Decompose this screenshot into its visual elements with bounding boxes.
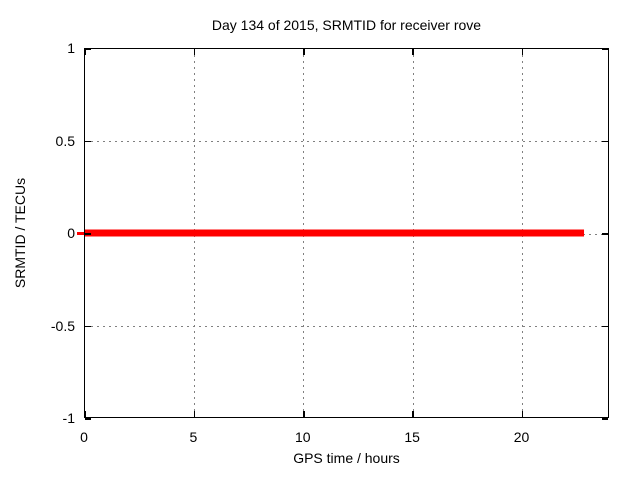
plot-area <box>77 48 609 420</box>
y-tick-label: -0.5 <box>50 317 75 334</box>
y-tick-left <box>85 48 91 50</box>
x-tick-top <box>193 49 196 55</box>
y-gridline <box>85 141 608 142</box>
y-gridline <box>85 326 608 327</box>
x-tick-label: 10 <box>294 429 311 445</box>
y-tick-label: 0.5 <box>55 132 75 149</box>
x-tick-top <box>84 49 86 55</box>
y-tick-right <box>602 233 608 235</box>
y-tick-label: 0 <box>67 225 75 241</box>
x-tick-bottom <box>303 411 305 417</box>
x-tick-bottom <box>412 411 414 417</box>
x-tick-bottom <box>84 411 86 417</box>
x-tick-label: 20 <box>513 429 530 445</box>
x-tick-top <box>521 49 524 55</box>
chart-title: Day 134 of 2015, SRMTID for receiver rov… <box>211 17 482 33</box>
x-tick-label: 5 <box>189 429 198 445</box>
x-tick-label: 0 <box>80 429 88 445</box>
y-tick-right <box>602 140 608 143</box>
y-tick-label: -1 <box>62 410 75 426</box>
y-tick-right <box>602 418 608 420</box>
y-zero-outer-tick <box>77 232 84 235</box>
x-tick-bottom <box>521 411 524 417</box>
x-tick-top <box>303 49 305 55</box>
y-tick-left <box>85 140 91 143</box>
series-line <box>85 229 585 237</box>
y-tick-right <box>602 48 608 50</box>
x-tick-label: 15 <box>404 429 420 445</box>
y-tick-left <box>85 325 91 328</box>
x-tick-top <box>412 49 414 55</box>
y-tick-left <box>85 418 91 420</box>
y-tick-right <box>602 325 608 328</box>
x-axis-label: GPS time / hours <box>293 450 400 466</box>
y-tick-label: 1 <box>67 40 75 56</box>
y-tick-left <box>85 233 91 235</box>
x-tick-bottom <box>193 411 196 417</box>
